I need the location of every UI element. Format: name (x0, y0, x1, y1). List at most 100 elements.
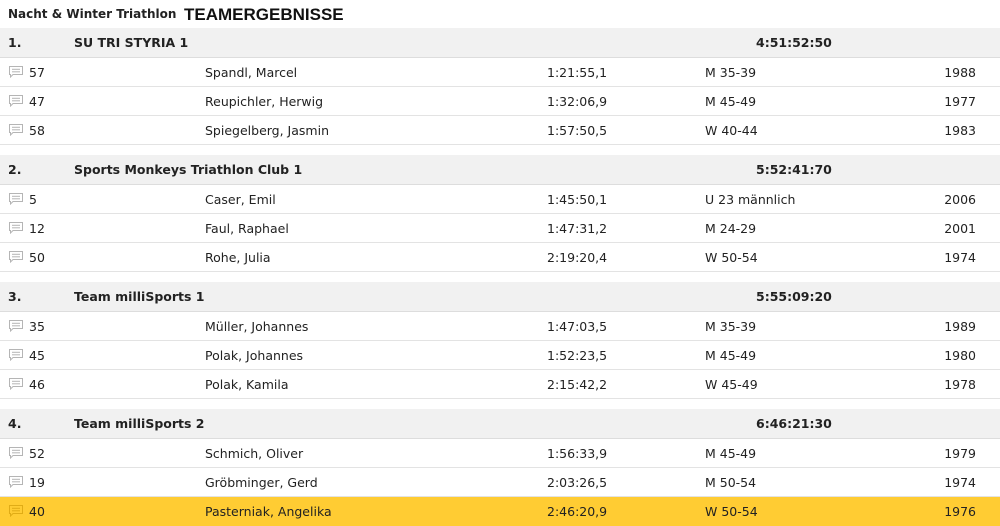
athlete-row[interactable]: 46 Polak, Kamila 2:15:42,2 W 45-49 1978 (0, 370, 1000, 399)
athlete-row[interactable]: 12 Faul, Raphael 1:47:31,2 M 24-29 2001 (0, 214, 1000, 243)
birth-year: 1989 (944, 319, 976, 334)
bib-number: 19 (29, 475, 45, 490)
athlete-time: 2:15:42,2 (547, 377, 608, 392)
comment-icon[interactable] (9, 447, 23, 460)
athlete-row[interactable]: 35 Müller, Johannes 1:47:03,5 M 35-39 1989 (0, 312, 1000, 341)
comment-icon[interactable] (9, 251, 23, 264)
page-header: Nacht & Winter Triathlon TEAMERGEBNISSE (0, 0, 1000, 29)
birth-year: 2001 (944, 221, 976, 236)
athlete-row[interactable]: 47 Reupichler, Herwig 1:32:06,9 M 45-49 1977 (0, 87, 1000, 116)
birth-year: 1988 (944, 65, 976, 80)
athlete-time: 1:32:06,9 (547, 94, 608, 109)
comment-icon[interactable] (9, 378, 23, 391)
team-header[interactable]: 2. Sports Monkeys Triathlon Club 1 5:52:41… (0, 155, 1000, 185)
age-category: W 45-49 (705, 377, 758, 392)
team-total-time: 4:51:52:50 (756, 35, 832, 50)
athlete-row[interactable]: 5 Caser, Emil 1:45:50,1 U 23 männlich 2006 (0, 185, 1000, 214)
athlete-name: Faul, Raphael (205, 221, 289, 236)
athlete-name: Rohe, Julia (205, 250, 271, 265)
athlete-name: Reupichler, Herwig (205, 94, 324, 109)
team-spacer (0, 272, 1000, 282)
bib-number: 46 (29, 377, 45, 392)
team-block: 2. Sports Monkeys Triathlon Club 1 5:52:41… (0, 155, 1000, 282)
bib-number: 45 (29, 348, 45, 363)
team-spacer (0, 145, 1000, 155)
athlete-name: Polak, Johannes (205, 348, 304, 363)
athlete-time: 1:47:03,5 (547, 319, 608, 334)
team-name: Sports Monkeys Triathlon Club 1 (74, 162, 303, 177)
comment-icon[interactable] (9, 349, 23, 362)
comment-icon[interactable] (9, 222, 23, 235)
team-name: Team milliSports 1 (74, 289, 205, 304)
athlete-row[interactable]: 57 Spandl, Marcel 1:21:55,1 M 35-39 1988 (0, 58, 1000, 87)
birth-year: 1977 (944, 94, 976, 109)
comment-icon[interactable] (9, 95, 23, 108)
comment-icon[interactable] (9, 476, 23, 489)
comment-icon[interactable] (9, 66, 23, 79)
athlete-time: 1:52:23,5 (547, 348, 608, 363)
age-category: M 45-49 (705, 94, 757, 109)
comment-icon[interactable] (9, 505, 23, 518)
athlete-row[interactable]: 40 Pasterniak, Angelika 2:46:20,9 W 50-54 19… (0, 497, 1000, 526)
age-category: M 35-39 (705, 65, 757, 80)
age-category: U 23 männlich (705, 192, 796, 207)
team-results-list: 1. SU TRI STYRIA 1 4:51:52:50 57 Spandl, Mar… (0, 28, 1000, 526)
athlete-name: Spiegelberg, Jasmin (205, 123, 329, 138)
athlete-time: 1:21:55,1 (547, 65, 608, 80)
birth-year: 1979 (944, 446, 976, 461)
athlete-time: 1:47:31,2 (547, 221, 608, 236)
athlete-row[interactable]: 50 Rohe, Julia 2:19:20,4 W 50-54 1974 (0, 243, 1000, 272)
bib-number: 52 (29, 446, 45, 461)
team-rank: 3. (8, 289, 22, 304)
athlete-time: 1:57:50,5 (547, 123, 608, 138)
team-header[interactable]: 3. Team milliSports 1 5:55:09:20 (0, 282, 1000, 312)
birth-year: 1974 (944, 250, 976, 265)
team-total-time: 6:46:21:30 (756, 416, 832, 431)
team-total-time: 5:55:09:20 (756, 289, 832, 304)
team-rank: 4. (8, 416, 22, 431)
bib-number: 58 (29, 123, 45, 138)
age-category: M 45-49 (705, 446, 757, 461)
comment-icon[interactable] (9, 124, 23, 137)
bib-number: 57 (29, 65, 45, 80)
bib-number: 47 (29, 94, 45, 109)
bib-number: 5 (29, 192, 37, 207)
page-title: TEAMERGEBNISSE (184, 5, 344, 24)
team-total-time: 5:52:41:70 (756, 162, 832, 177)
athlete-name: Schmich, Oliver (205, 446, 304, 461)
age-category: M 45-49 (705, 348, 757, 363)
athlete-name: Caser, Emil (205, 192, 276, 207)
team-rank: 2. (8, 162, 22, 177)
athlete-name: Spandl, Marcel (205, 65, 298, 80)
birth-year: 1974 (944, 475, 976, 490)
birth-year: 1983 (944, 123, 976, 138)
team-header[interactable]: 1. SU TRI STYRIA 1 4:51:52:50 (0, 28, 1000, 58)
team-block: 3. Team milliSports 1 5:55:09:20 35 Müller, … (0, 282, 1000, 409)
age-category: M 24-29 (705, 221, 757, 236)
comment-icon[interactable] (9, 320, 23, 333)
bib-number: 40 (29, 504, 45, 519)
age-category: M 35-39 (705, 319, 757, 334)
age-category: W 50-54 (705, 250, 758, 265)
athlete-row[interactable]: 52 Schmich, Oliver 1:56:33,9 M 45-49 1979 (0, 439, 1000, 468)
birth-year: 1978 (944, 377, 976, 392)
birth-year: 1976 (944, 504, 976, 519)
athlete-name: Gröbminger, Gerd (205, 475, 318, 490)
athlete-row[interactable]: 19 Gröbminger, Gerd 2:03:26,5 M 50-54 1974 (0, 468, 1000, 497)
athlete-name: Pasterniak, Angelika (205, 504, 332, 519)
event-name: Nacht & Winter Triathlon (8, 7, 177, 21)
birth-year: 2006 (944, 192, 976, 207)
team-header[interactable]: 4. Team milliSports 2 6:46:21:30 (0, 409, 1000, 439)
team-rank: 1. (8, 35, 22, 50)
athlete-name: Polak, Kamila (205, 377, 289, 392)
bib-number: 35 (29, 319, 45, 334)
athlete-time: 1:56:33,9 (547, 446, 608, 461)
comment-icon[interactable] (9, 193, 23, 206)
bib-number: 12 (29, 221, 45, 236)
age-category: W 50-54 (705, 504, 758, 519)
athlete-time: 2:46:20,9 (547, 504, 608, 519)
age-category: M 50-54 (705, 475, 757, 490)
athlete-row[interactable]: 58 Spiegelberg, Jasmin 1:57:50,5 W 40-44 198… (0, 116, 1000, 145)
athlete-row[interactable]: 45 Polak, Johannes 1:52:23,5 M 45-49 1980 (0, 341, 1000, 370)
team-block: 1. SU TRI STYRIA 1 4:51:52:50 57 Spandl, Mar… (0, 28, 1000, 155)
